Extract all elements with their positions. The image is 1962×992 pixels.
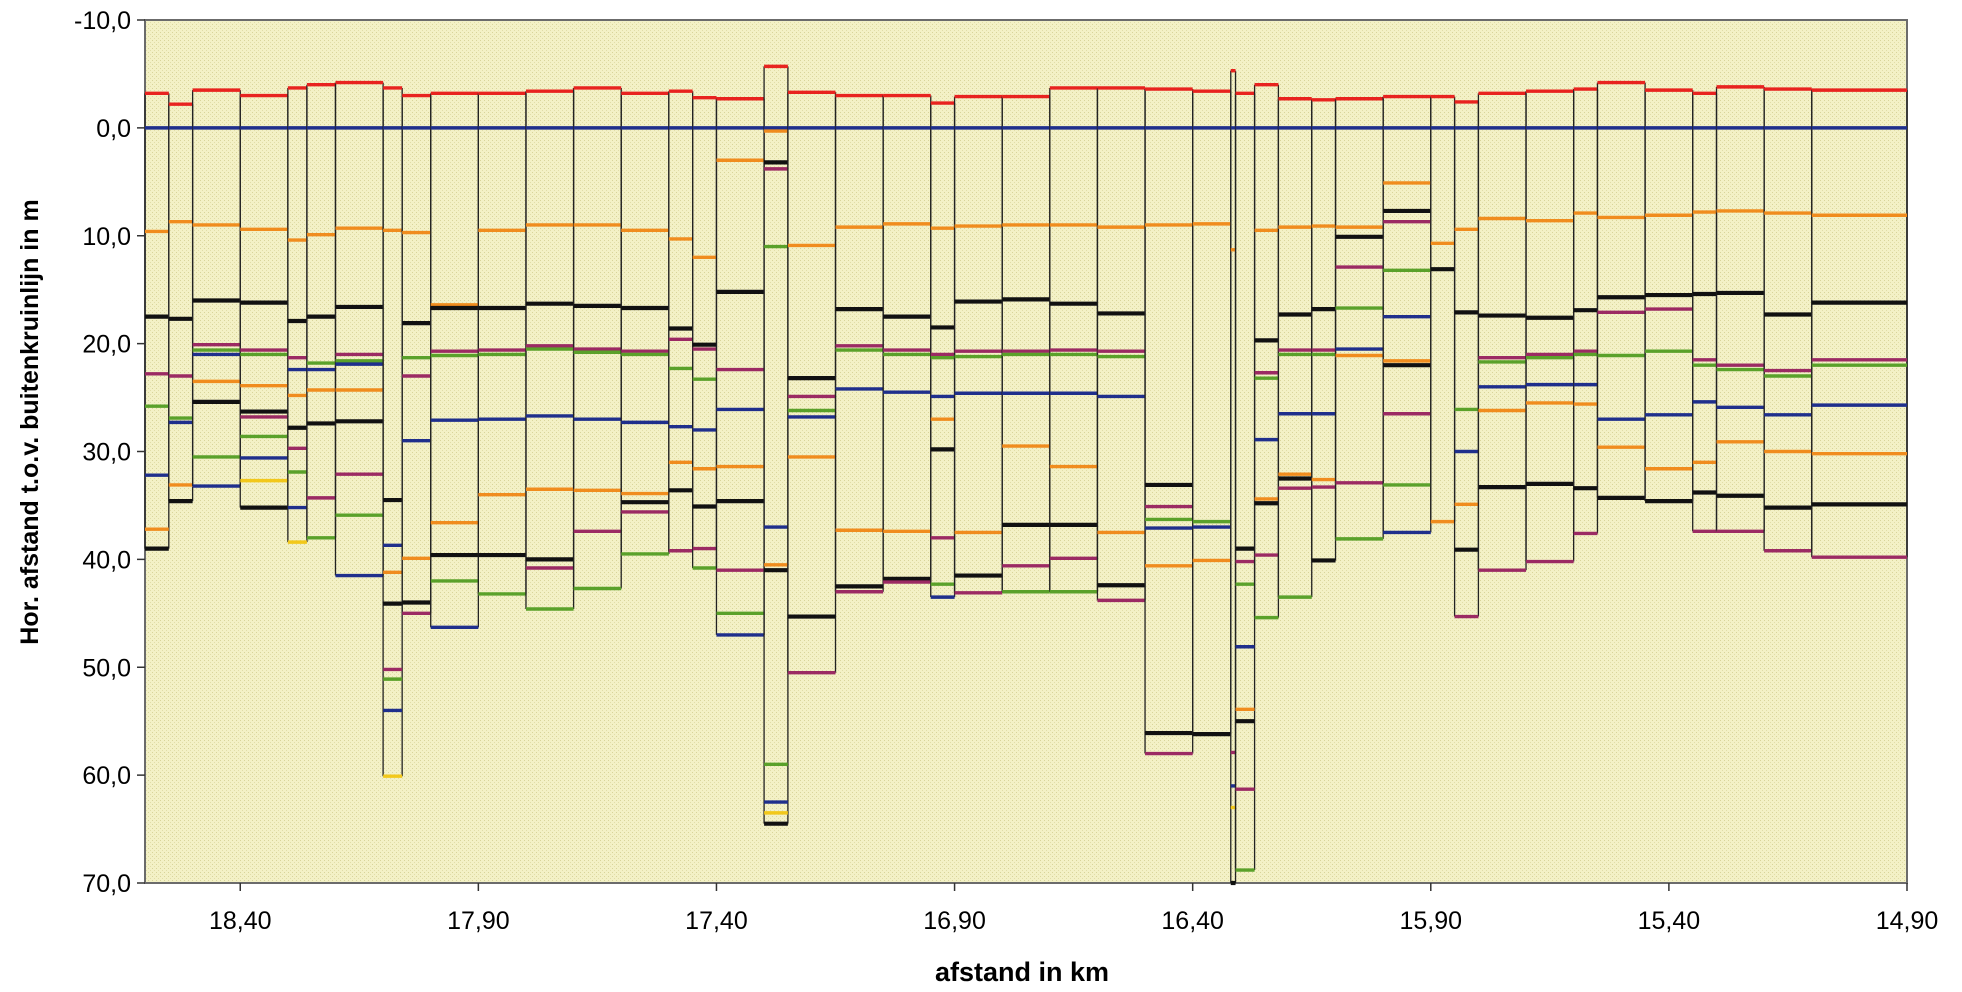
section-44 (1763, 87, 1813, 553)
axes: -10,0 0,0 10,0 20,0 30,0 40,0 50,0 60,0 70,0 18,4… (74, 7, 1938, 935)
x-tick-label: 15,40 (1638, 907, 1701, 935)
section-group (144, 64, 1908, 886)
x-tick-label: 16,40 (1161, 907, 1224, 935)
section-45 (1811, 88, 1908, 559)
plot-area (144, 19, 1908, 884)
y-axis-title: Hor. afstand t.o.v. buitenkruinlijn in m (16, 199, 44, 644)
x-tick-label: 15,90 (1400, 907, 1463, 935)
x-tick-label: 17,90 (447, 907, 510, 935)
section-41 (1644, 88, 1694, 504)
x-tick-label: 18,40 (209, 907, 272, 935)
y-tick-label: 0,0 (96, 115, 131, 143)
y-tick-label: -10,0 (74, 7, 131, 35)
y-tick-label: 10,0 (82, 223, 131, 251)
y-tick-label: 50,0 (82, 654, 131, 682)
section-38 (1525, 89, 1575, 564)
section-29 (1234, 91, 1256, 872)
x-axis-title: afstand in km (935, 957, 1109, 987)
x-tick-label: 14,90 (1876, 907, 1939, 935)
x-tick-label: 16,90 (923, 907, 986, 935)
y-tick-label: 30,0 (82, 439, 131, 467)
y-tick-label: 20,0 (82, 331, 131, 359)
x-tick-label: 17,40 (685, 907, 748, 935)
section-13 (620, 91, 670, 556)
y-tick-label: 40,0 (82, 546, 131, 574)
section-34 (1382, 94, 1432, 535)
section-25 (1096, 86, 1146, 603)
section-37 (1477, 91, 1527, 572)
y-tick-label: 70,0 (82, 870, 131, 898)
y-tick-label: 60,0 (82, 762, 131, 790)
